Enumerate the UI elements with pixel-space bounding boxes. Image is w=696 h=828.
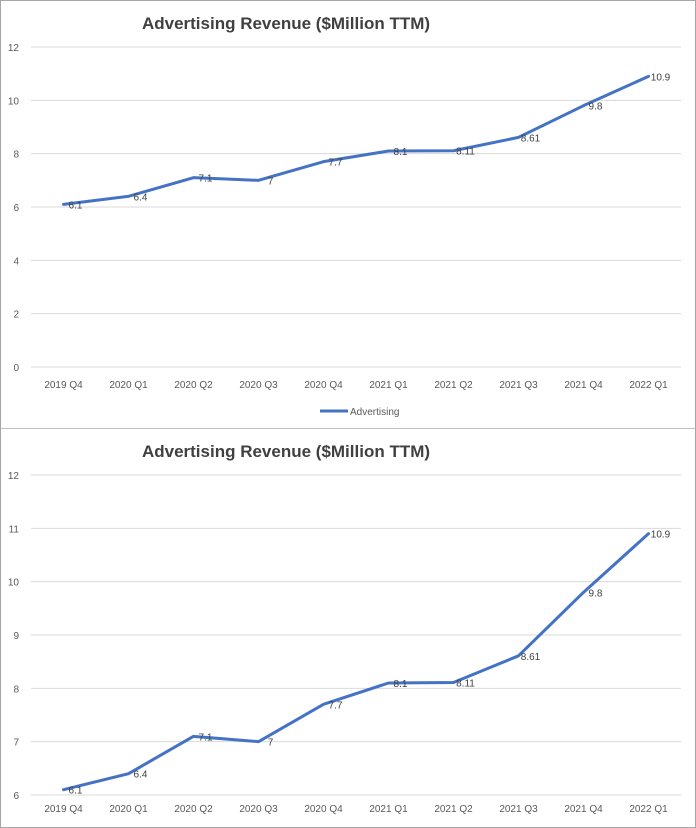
y-tick-label: 0 — [13, 363, 19, 374]
y-tick-label: 7 — [13, 738, 19, 749]
y-tick-label: 12 — [8, 471, 20, 482]
data-label: 10.9 — [651, 72, 671, 83]
chart-top: Advertising Revenue ($Million TTM) 0 2 4 6 8… — [8, 14, 681, 418]
x-tick-label: 2019 Q4 — [44, 380, 83, 391]
data-label: 8.61 — [521, 133, 541, 144]
y-tick-label: 6 — [13, 203, 19, 214]
data-label: 7 — [268, 176, 274, 187]
x-tick-label: 2020 Q2 — [174, 804, 213, 815]
legend-label: Advertising — [350, 407, 399, 418]
series-line — [62, 74, 650, 206]
x-tick-label: 2021 Q3 — [499, 380, 538, 391]
data-label: 8.11 — [456, 147, 475, 158]
data-label: 8.11 — [456, 678, 475, 689]
x-tick-label: 2019 Q4 — [44, 804, 83, 815]
x-tick-label: 2020 Q4 — [304, 804, 343, 815]
x-tick-label: 2021 Q4 — [564, 380, 603, 391]
x-tick-label: 2021 Q1 — [369, 804, 408, 815]
x-tick-label: 2021 Q3 — [499, 804, 538, 815]
x-tick-label: 2022 Q1 — [629, 380, 668, 391]
y-tick-label: 11 — [9, 524, 20, 535]
x-tick-label: 2022 Q1 — [629, 804, 668, 815]
data-label: 6.1 — [69, 200, 83, 211]
x-tick-label: 2021 Q2 — [434, 804, 473, 815]
x-tick-label: 2020 Q3 — [239, 380, 278, 391]
data-label: 10.9 — [651, 530, 671, 541]
y-tick-label: 8 — [13, 150, 19, 161]
data-label: 9.8 — [589, 588, 603, 599]
y-tick-label: 10 — [8, 96, 20, 107]
data-label: 6.4 — [134, 192, 148, 203]
x-tick-label: 2020 Q1 — [109, 380, 148, 391]
data-label: 7 — [268, 738, 274, 749]
data-label: 6.4 — [134, 770, 148, 781]
x-tick-label: 2020 Q1 — [109, 804, 148, 815]
chart-title: Advertising Revenue ($Million TTM) — [142, 14, 430, 33]
y-tick-label: 2 — [13, 310, 19, 321]
data-label: 8.1 — [394, 679, 408, 690]
chart-title: Advertising Revenue ($Million TTM) — [142, 442, 430, 461]
data-label: 7.7 — [329, 158, 343, 169]
x-tick-label: 2021 Q2 — [434, 380, 473, 391]
x-tick-label: 2021 Q1 — [369, 380, 408, 391]
x-tick-label: 2020 Q4 — [304, 380, 343, 391]
y-tick-label: 10 — [8, 578, 20, 589]
y-tick-label: 9 — [13, 631, 19, 642]
y-tick-label: 4 — [13, 256, 19, 267]
series-line — [62, 532, 650, 792]
y-tick-label: 8 — [13, 684, 19, 695]
data-label: 8.61 — [521, 652, 541, 663]
y-tick-label: 6 — [13, 791, 19, 802]
chart-divider — [1, 428, 695, 429]
x-tick-label: 2021 Q4 — [564, 804, 603, 815]
x-tick-label: 2020 Q3 — [239, 804, 278, 815]
chart-bottom: Advertising Revenue ($Million TTM) 6 7 8 9 1… — [8, 442, 681, 815]
data-label: 7.1 — [199, 174, 213, 185]
data-label: 9.8 — [589, 102, 603, 113]
data-label: 6.1 — [69, 786, 83, 797]
y-tick-label: 12 — [8, 43, 20, 54]
x-tick-label: 2020 Q2 — [174, 380, 213, 391]
data-label: 7.7 — [329, 700, 343, 711]
data-label: 7.1 — [199, 732, 213, 743]
data-label: 8.1 — [394, 147, 408, 158]
